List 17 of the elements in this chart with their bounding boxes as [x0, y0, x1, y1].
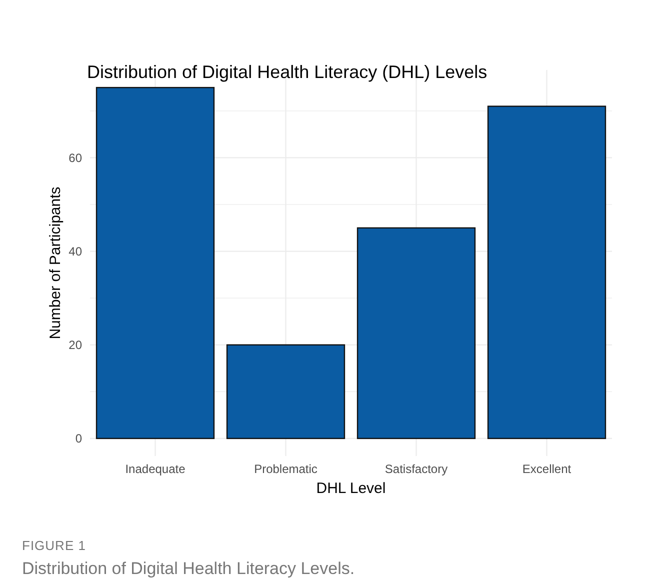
text: Distribution of Digital Health Literacy Levels.	[22, 559, 355, 578]
bar	[226, 344, 346, 440]
x-tick-label: Excellent	[522, 462, 572, 476]
bar	[96, 86, 215, 440]
y-tick-label: 20	[68, 338, 82, 352]
x-axis-title: DHL Level	[316, 480, 386, 497]
y-tick-label: 40	[68, 244, 82, 259]
chart-title: Distribution of Digital Health Literacy (DHL) Levels	[87, 62, 488, 82]
caption: FIGURE 1	[22, 538, 86, 553]
x-tick-label: Satisfactory	[384, 462, 448, 476]
x-tick-label: Inadequate	[125, 462, 186, 476]
bar	[356, 227, 476, 440]
y-tick-label: 0	[75, 432, 82, 446]
y-axis-title: Number of Participants	[47, 186, 64, 340]
bar	[487, 106, 606, 440]
x-tick-label: Problematic	[254, 462, 318, 476]
y-tick-label: 60	[68, 150, 82, 165]
